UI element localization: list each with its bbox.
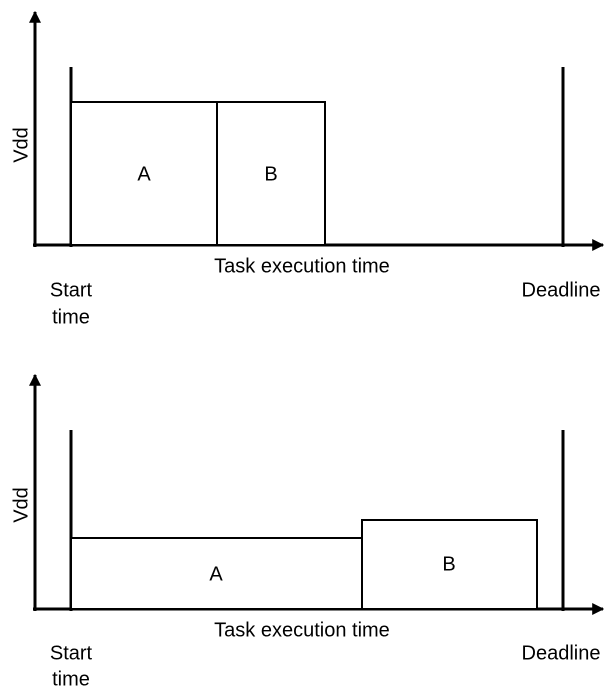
y-label: Vdd — [10, 487, 32, 523]
start-label: Start — [50, 642, 93, 664]
block — [216, 101, 326, 246]
x-label: Task execution time — [214, 619, 390, 641]
y-label: Vdd — [10, 127, 32, 163]
panel: A B Vdd Task execution time Start time D… — [10, 373, 605, 689]
block-label: A — [137, 163, 151, 185]
deadline-label: Deadline — [522, 279, 601, 301]
block-label: B — [264, 163, 277, 185]
panel: A B Vdd Task execution time Start time D… — [10, 10, 605, 328]
deadline-label: Deadline — [522, 642, 601, 664]
start-label: time — [52, 668, 90, 689]
block — [70, 101, 218, 246]
block — [361, 519, 538, 610]
block-label: A — [209, 563, 223, 585]
start-label: Start — [50, 279, 93, 301]
start-label: time — [52, 306, 90, 328]
x-label: Task execution time — [214, 255, 390, 277]
block-label: B — [442, 553, 455, 575]
